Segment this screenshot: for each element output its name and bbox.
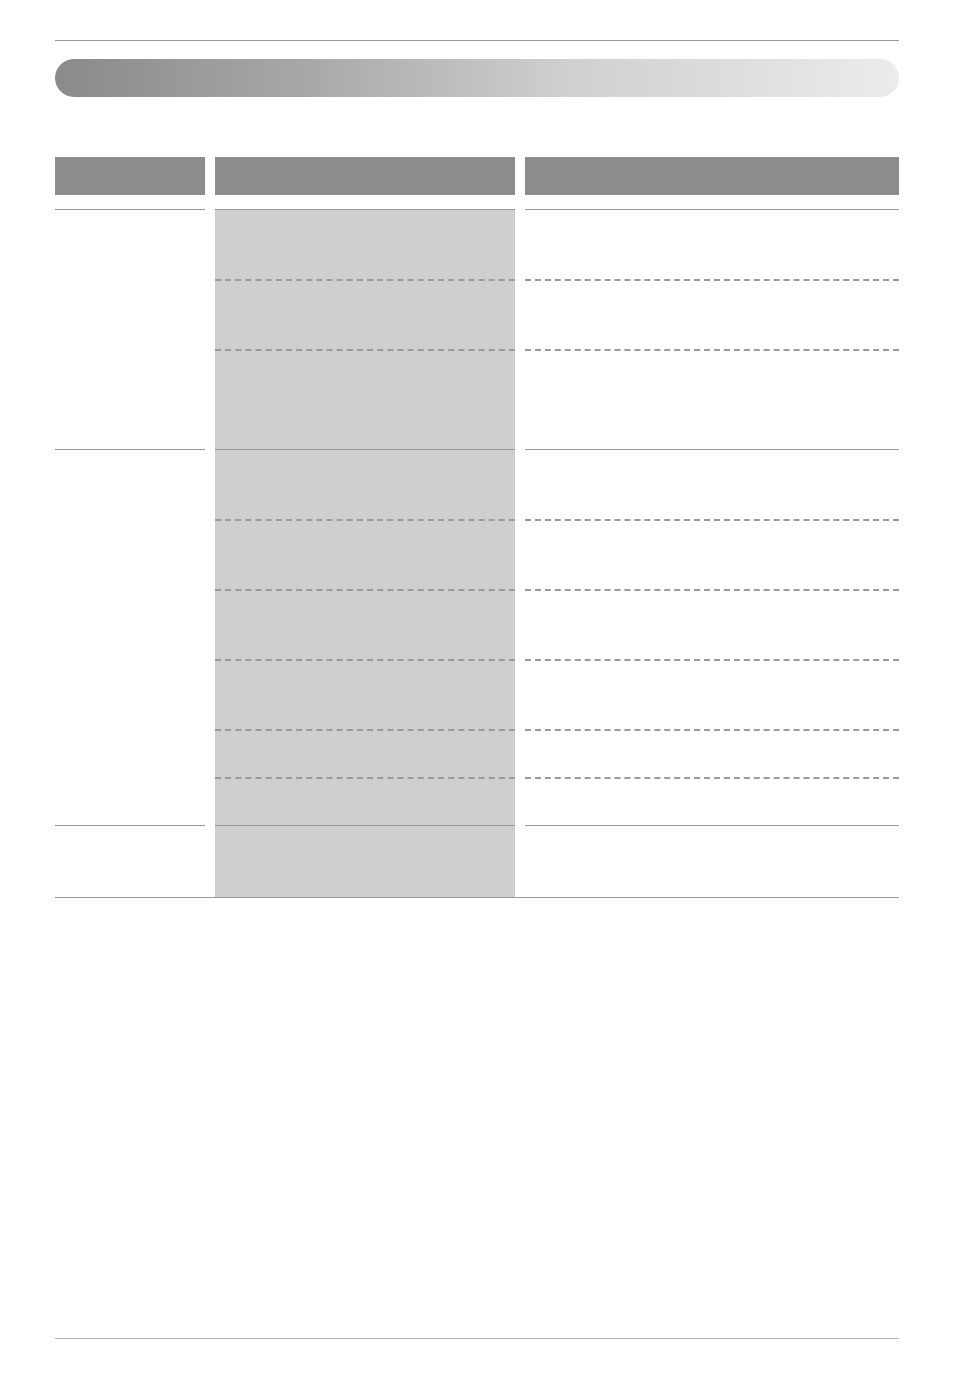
cell-col3: [525, 777, 899, 825]
cell-col3: [525, 449, 899, 519]
cell-col2: [215, 589, 515, 659]
table-row: [55, 825, 899, 897]
title-pill: [55, 59, 899, 97]
cell-col3: [525, 519, 899, 589]
cell-col2: [215, 209, 515, 279]
cell-col2: [215, 729, 515, 777]
cell-col2: [215, 825, 515, 897]
cell-col2: [215, 349, 515, 449]
table-header-col2: [215, 157, 515, 195]
cell-col3: [525, 209, 899, 279]
header-spacer: [55, 195, 899, 209]
cell-col3: [525, 659, 899, 729]
cell-col3: [525, 279, 899, 349]
cell-col1: [55, 209, 205, 449]
table-row: [55, 209, 899, 279]
cell-col3: [525, 349, 899, 449]
cell-col2: [215, 279, 515, 349]
cell-col2: [215, 519, 515, 589]
cell-col3: [525, 825, 899, 897]
footer-rule: [55, 1338, 899, 1339]
header-gap: [515, 157, 525, 195]
cell-col2: [215, 777, 515, 825]
cell-col1: [55, 825, 205, 897]
cell-col3: [525, 729, 899, 777]
top-rule: [55, 40, 899, 41]
cell-col3: [525, 589, 899, 659]
table-header-row: [55, 157, 899, 195]
table-header-col1: [55, 157, 205, 195]
page: [0, 0, 954, 1399]
table-header-col3: [525, 157, 899, 195]
cell-col2: [215, 659, 515, 729]
table-bottom-rule: [55, 897, 899, 898]
spec-table: [55, 157, 899, 898]
cell-col1: [55, 449, 205, 825]
table-row: [55, 449, 899, 519]
header-gap: [205, 157, 215, 195]
cell-col2: [215, 449, 515, 519]
